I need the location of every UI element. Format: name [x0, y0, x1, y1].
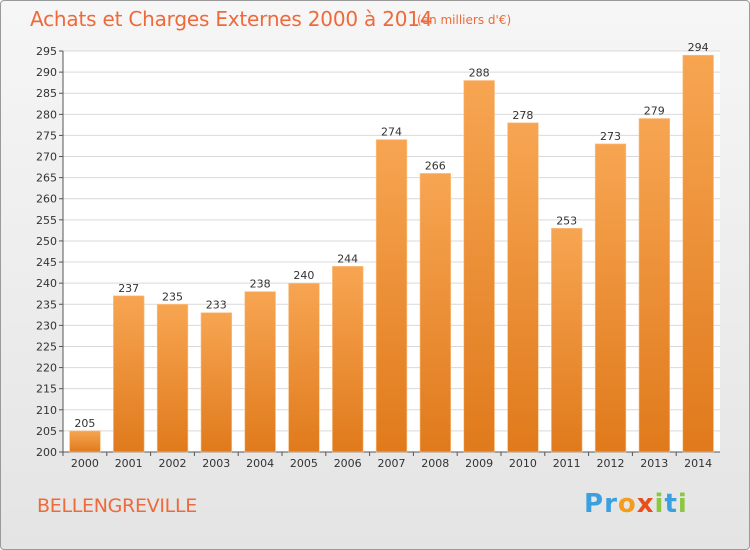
bar-2000: [69, 430, 101, 453]
value-label-2005: 240: [293, 269, 314, 282]
x-tick-label-2009: 2009: [465, 457, 493, 470]
logo-letter: x: [636, 489, 655, 519]
logo-letter: i: [677, 489, 688, 519]
bar-2001: [113, 295, 145, 453]
value-label-2014: 294: [688, 41, 709, 54]
value-label-2000: 205: [74, 417, 95, 430]
chart-title: Achats et Charges Externes 2000 à 2014: [30, 7, 433, 31]
bar-2008: [419, 173, 452, 453]
bar-2012: [594, 143, 627, 453]
bar-2011: [551, 228, 583, 453]
logo-letter: i: [654, 489, 665, 519]
value-label-2001: 237: [118, 282, 139, 295]
logo-letter: o: [617, 489, 637, 519]
bar-2007: [375, 139, 408, 453]
value-label-2009: 288: [469, 67, 490, 80]
logo-letter: r: [604, 489, 618, 519]
x-tick-label-2011: 2011: [553, 457, 581, 470]
x-tick-label-2005: 2005: [290, 457, 318, 470]
bar-2004: [244, 291, 276, 453]
value-label-2004: 238: [250, 278, 271, 291]
y-tick-label: 260: [36, 193, 57, 206]
y-tick-label: 200: [36, 446, 57, 459]
x-tick-label-2003: 2003: [202, 457, 230, 470]
y-tick-label: 215: [36, 383, 57, 396]
y-tick-label: 285: [36, 87, 57, 100]
y-tick-label: 245: [36, 256, 57, 269]
bar-2010: [507, 122, 539, 453]
value-label-2002: 235: [162, 290, 183, 303]
value-label-2013: 279: [644, 105, 665, 118]
x-tick-label-2013: 2013: [640, 457, 668, 470]
logo-letter: t: [664, 489, 678, 519]
x-tick-label-2010: 2010: [509, 457, 537, 470]
bar-2003: [200, 312, 233, 453]
y-tick-label: 275: [36, 129, 57, 142]
value-label-2008: 266: [425, 159, 446, 172]
value-label-2010: 278: [512, 109, 533, 122]
city-name: BELLENGREVILLE: [37, 495, 197, 517]
x-tick-label-2008: 2008: [421, 457, 449, 470]
value-label-2003: 233: [206, 299, 227, 312]
proxiti-logo: Proxiti: [584, 489, 688, 519]
logo-letter: P: [584, 489, 605, 519]
y-tick-label: 265: [36, 172, 57, 185]
x-tick-label-2001: 2001: [115, 457, 143, 470]
y-tick-label: 250: [36, 235, 57, 248]
bar-2013: [638, 118, 671, 453]
bar-2002: [156, 303, 189, 453]
x-tick-label-2002: 2002: [159, 457, 187, 470]
bar-2014: [682, 54, 714, 453]
y-tick-label: 230: [36, 319, 57, 332]
x-tick-label-2006: 2006: [334, 457, 362, 470]
y-tick-label: 280: [36, 108, 57, 121]
y-tick-label: 235: [36, 298, 57, 311]
y-tick-label: 210: [36, 404, 57, 417]
value-label-2006: 244: [337, 252, 358, 265]
y-tick-label: 205: [36, 425, 57, 438]
bar-2006: [332, 265, 364, 453]
y-tick-label: 225: [36, 340, 57, 353]
x-tick-label-2007: 2007: [378, 457, 406, 470]
x-tick-label-2000: 2000: [71, 457, 99, 470]
y-tick-label: 240: [36, 277, 57, 290]
x-tick-label-2004: 2004: [246, 457, 274, 470]
y-tick-label: 220: [36, 362, 57, 375]
bar-2005: [288, 282, 320, 453]
x-tick-label-2012: 2012: [597, 457, 625, 470]
y-tick-label: 290: [36, 66, 57, 79]
value-label-2012: 273: [600, 130, 621, 143]
x-tick-label-2014: 2014: [684, 457, 712, 470]
bar-2009: [463, 80, 495, 453]
value-label-2011: 253: [556, 214, 577, 227]
y-tick-label: 255: [36, 214, 57, 227]
chart-subtitle: (en milliers d'€): [417, 13, 512, 27]
y-tick-label: 270: [36, 151, 57, 164]
value-label-2007: 274: [381, 126, 402, 139]
y-tick-label: 295: [36, 45, 57, 58]
